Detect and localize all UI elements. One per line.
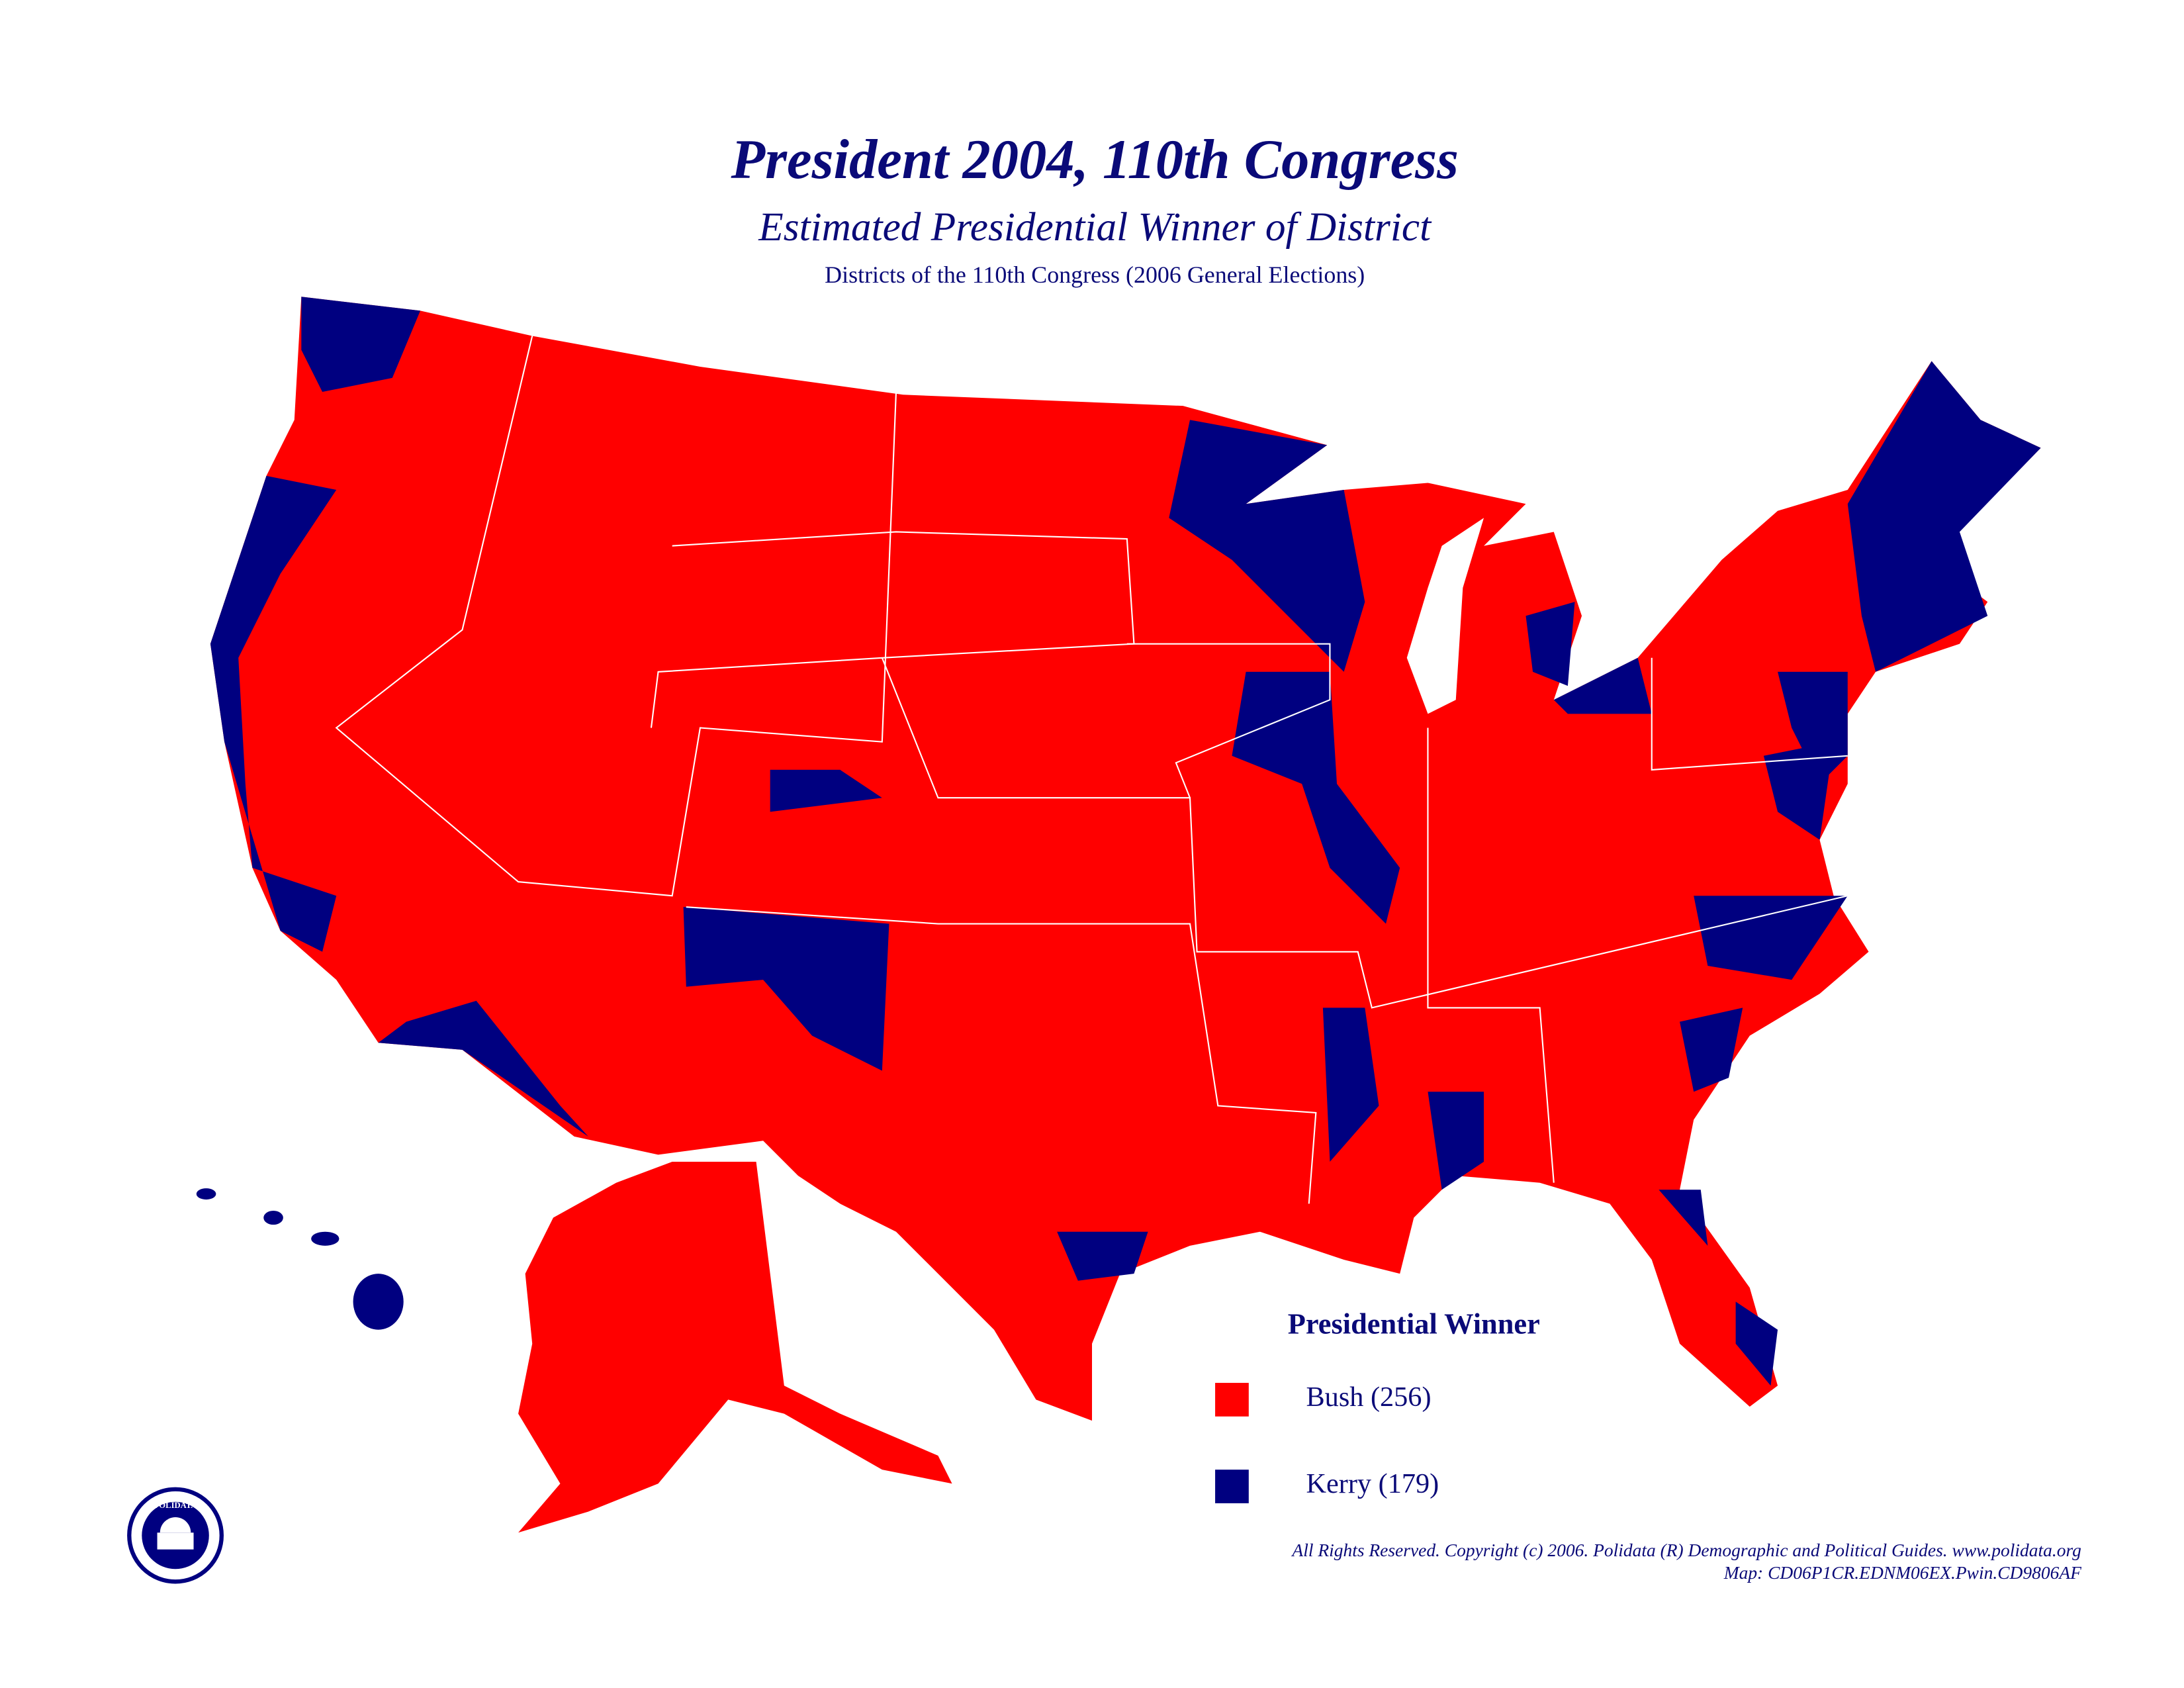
maryland bbox=[1763, 741, 1834, 840]
washington-coast bbox=[301, 297, 421, 393]
houston bbox=[1057, 1231, 1148, 1281]
hawaii-island bbox=[311, 1231, 340, 1246]
hawaii-island bbox=[196, 1188, 216, 1200]
note: Districts of the 110th Congress (2006 Ge… bbox=[825, 261, 1365, 288]
detroit bbox=[1525, 602, 1575, 686]
border bbox=[686, 906, 1317, 1204]
contiguous-us bbox=[210, 297, 2041, 1421]
logo-text: POLIDATA bbox=[154, 1501, 198, 1510]
mississippi-delta bbox=[1322, 1008, 1379, 1162]
legend-label: Kerry (179) bbox=[1306, 1468, 1439, 1499]
denver bbox=[770, 769, 882, 812]
legend-swatch bbox=[1215, 1470, 1249, 1503]
hawaii-island bbox=[353, 1274, 404, 1330]
logo-building bbox=[157, 1532, 194, 1550]
legend-label: Bush (256) bbox=[1306, 1382, 1432, 1413]
west-coast bbox=[210, 475, 337, 952]
ohio-north bbox=[1553, 657, 1652, 714]
hawaii-island bbox=[263, 1210, 283, 1225]
copyright: All Rights Reserved. Copyright (c) 2006.… bbox=[1291, 1540, 2081, 1560]
north-florida bbox=[1659, 1190, 1708, 1246]
border bbox=[881, 657, 1848, 1009]
south-carolina bbox=[1680, 1008, 1743, 1092]
border bbox=[335, 336, 897, 897]
subtitle: Estimated Presidential Winner of Distric… bbox=[758, 205, 1432, 250]
map bbox=[196, 297, 2041, 1533]
logo-dome bbox=[159, 1517, 191, 1533]
kerry-districts bbox=[196, 297, 2041, 1386]
south-florida bbox=[1735, 1301, 1778, 1386]
map-id: Map: CD06P1CR.EDNM06EX.Pwin.CD9806AF bbox=[1723, 1563, 2081, 1583]
minnesota-wisconsin bbox=[1169, 420, 1365, 672]
new-mexico bbox=[683, 907, 889, 1071]
legend-swatch bbox=[1215, 1383, 1249, 1417]
illinois bbox=[1232, 671, 1400, 924]
lake-michigan bbox=[1406, 518, 1484, 714]
north-carolina bbox=[1694, 896, 1848, 980]
alaska bbox=[518, 1161, 952, 1533]
title: President 2004, 110th Congress bbox=[730, 129, 1458, 191]
southern-california bbox=[378, 1000, 588, 1137]
state-borders bbox=[335, 336, 1848, 1204]
border bbox=[1427, 657, 1848, 1183]
border bbox=[1126, 643, 1331, 798]
legend-title: Presidential Winner bbox=[1288, 1307, 1540, 1340]
new-england bbox=[1847, 361, 2041, 672]
alabama bbox=[1428, 1092, 1484, 1190]
logo: POLIDATA bbox=[127, 1487, 224, 1584]
